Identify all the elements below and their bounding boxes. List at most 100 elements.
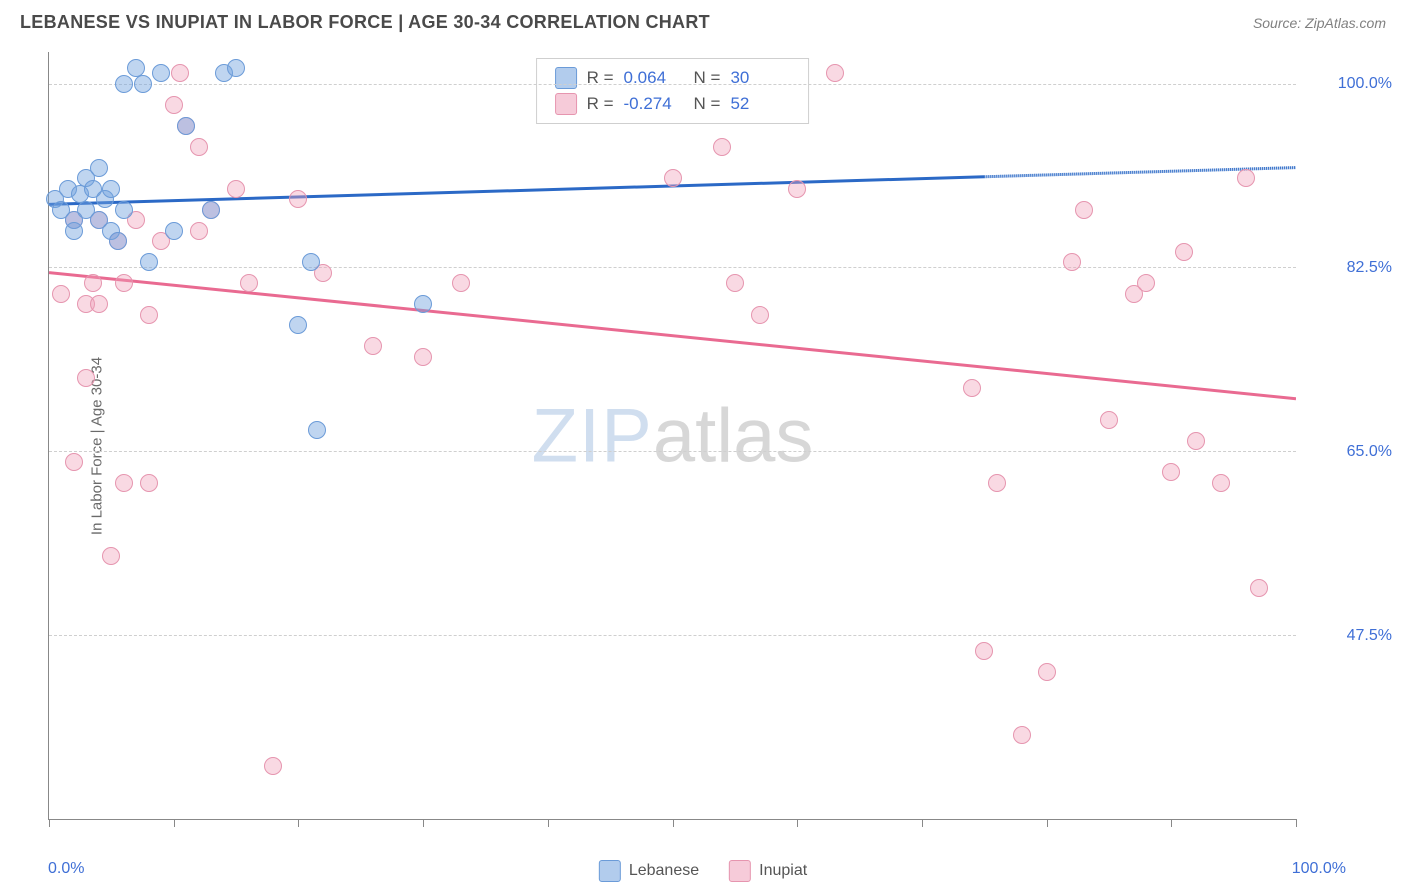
data-point [102, 180, 120, 198]
data-point [1137, 274, 1155, 292]
data-point [1237, 169, 1255, 187]
data-point [115, 274, 133, 292]
data-point [190, 222, 208, 240]
data-point [1187, 432, 1205, 450]
n-value: 52 [730, 94, 790, 114]
gridline [49, 451, 1296, 452]
data-point [364, 337, 382, 355]
data-point [788, 180, 806, 198]
data-point [115, 75, 133, 93]
data-point [1212, 474, 1230, 492]
data-point [308, 421, 326, 439]
data-point [1013, 726, 1031, 744]
legend-label: Lebanese [629, 862, 699, 880]
stats-legend: R = 0.064 N = 30 R = -0.274 N = 52 [536, 58, 810, 124]
data-point [1100, 411, 1118, 429]
stats-row-lebanese: R = 0.064 N = 30 [555, 65, 791, 91]
gridline [49, 267, 1296, 268]
data-point [77, 369, 95, 387]
data-point [65, 222, 83, 240]
legend-label: Inupiat [759, 862, 807, 880]
n-label: N = [694, 94, 721, 114]
data-point [165, 96, 183, 114]
stats-row-inupiat: R = -0.274 N = 52 [555, 91, 791, 117]
data-point [1175, 243, 1193, 261]
y-tick-label: 47.5% [1347, 627, 1392, 645]
data-point [240, 274, 258, 292]
data-point [1075, 201, 1093, 219]
chart-title: LEBANESE VS INUPIAT IN LABOR FORCE | AGE… [20, 12, 710, 33]
x-axis-max-label: 100.0% [1292, 860, 1346, 878]
square-icon [729, 860, 751, 882]
data-point [414, 295, 432, 313]
data-point [726, 274, 744, 292]
x-tick [49, 819, 50, 827]
data-point [140, 253, 158, 271]
y-tick-label: 82.5% [1347, 259, 1392, 277]
data-point [289, 316, 307, 334]
x-tick [922, 819, 923, 827]
x-tick [1296, 819, 1297, 827]
data-point [227, 59, 245, 77]
x-tick [298, 819, 299, 827]
data-point [988, 474, 1006, 492]
data-point [52, 285, 70, 303]
trendlines-layer [49, 52, 1296, 819]
square-icon [599, 860, 621, 882]
data-point [963, 379, 981, 397]
data-point [664, 169, 682, 187]
data-point [190, 138, 208, 156]
r-label: R = [587, 94, 614, 114]
data-point [90, 295, 108, 313]
data-point [115, 201, 133, 219]
data-point [152, 64, 170, 82]
data-point [84, 274, 102, 292]
x-axis-min-label: 0.0% [48, 860, 84, 878]
data-point [227, 180, 245, 198]
r-label: R = [587, 68, 614, 88]
data-point [134, 75, 152, 93]
scatter-plot-area: ZIPatlas R = 0.064 N = 30 R = -0.274 N =… [48, 52, 1296, 820]
n-value: 30 [730, 68, 790, 88]
x-tick [1047, 819, 1048, 827]
r-value: -0.274 [624, 94, 684, 114]
trendline [49, 273, 1296, 399]
x-tick [1171, 819, 1172, 827]
data-point [140, 474, 158, 492]
series-legend: Lebanese Inupiat [599, 860, 807, 882]
square-icon [555, 67, 577, 89]
watermark: ZIPatlas [532, 392, 814, 479]
x-tick [548, 819, 549, 827]
data-point [90, 159, 108, 177]
data-point [264, 757, 282, 775]
square-icon [555, 93, 577, 115]
data-point [1250, 579, 1268, 597]
x-tick [797, 819, 798, 827]
trendline [49, 177, 984, 205]
data-point [109, 232, 127, 250]
x-tick [673, 819, 674, 827]
y-tick-label: 65.0% [1347, 443, 1392, 461]
data-point [1063, 253, 1081, 271]
data-point [165, 222, 183, 240]
data-point [414, 348, 432, 366]
data-point [1038, 663, 1056, 681]
data-point [140, 306, 158, 324]
data-point [65, 453, 83, 471]
data-point [302, 253, 320, 271]
legend-item-inupiat: Inupiat [729, 860, 807, 882]
data-point [102, 547, 120, 565]
data-point [826, 64, 844, 82]
data-point [202, 201, 220, 219]
data-point [975, 642, 993, 660]
gridline [49, 635, 1296, 636]
y-tick-label: 100.0% [1338, 75, 1392, 93]
data-point [713, 138, 731, 156]
n-label: N = [694, 68, 721, 88]
source-label: Source: ZipAtlas.com [1253, 15, 1386, 31]
gridline [49, 84, 1296, 85]
data-point [452, 274, 470, 292]
x-tick [423, 819, 424, 827]
data-point [171, 64, 189, 82]
data-point [177, 117, 195, 135]
